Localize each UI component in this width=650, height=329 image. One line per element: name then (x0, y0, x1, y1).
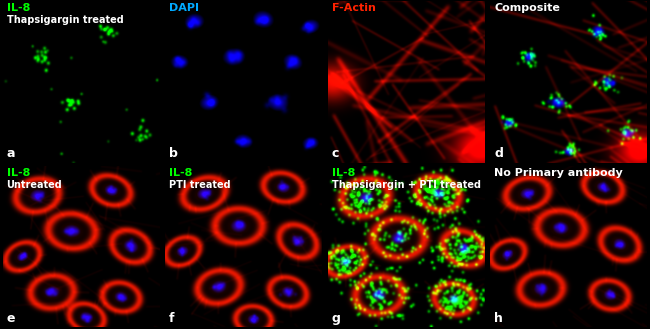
Text: DAPI: DAPI (169, 3, 199, 13)
Text: h: h (494, 312, 503, 325)
Text: Composite: Composite (494, 3, 560, 13)
Text: c: c (332, 147, 339, 160)
Text: f: f (169, 312, 175, 325)
Text: IL-8: IL-8 (169, 168, 192, 178)
Text: Thapsigargin treated: Thapsigargin treated (6, 15, 124, 25)
Text: F-Actin: F-Actin (332, 3, 376, 13)
Text: IL-8: IL-8 (332, 168, 355, 178)
Text: IL-8: IL-8 (6, 3, 30, 13)
Text: g: g (332, 312, 341, 325)
Text: a: a (6, 147, 15, 160)
Text: e: e (6, 312, 15, 325)
Text: d: d (494, 147, 503, 160)
Text: No Primary antibody: No Primary antibody (494, 168, 623, 178)
Text: b: b (169, 147, 178, 160)
Text: IL-8: IL-8 (6, 168, 30, 178)
Text: Untreated: Untreated (6, 180, 62, 190)
Text: PTI treated: PTI treated (169, 180, 231, 190)
Text: Thapsigargin + PTI treated: Thapsigargin + PTI treated (332, 180, 480, 190)
